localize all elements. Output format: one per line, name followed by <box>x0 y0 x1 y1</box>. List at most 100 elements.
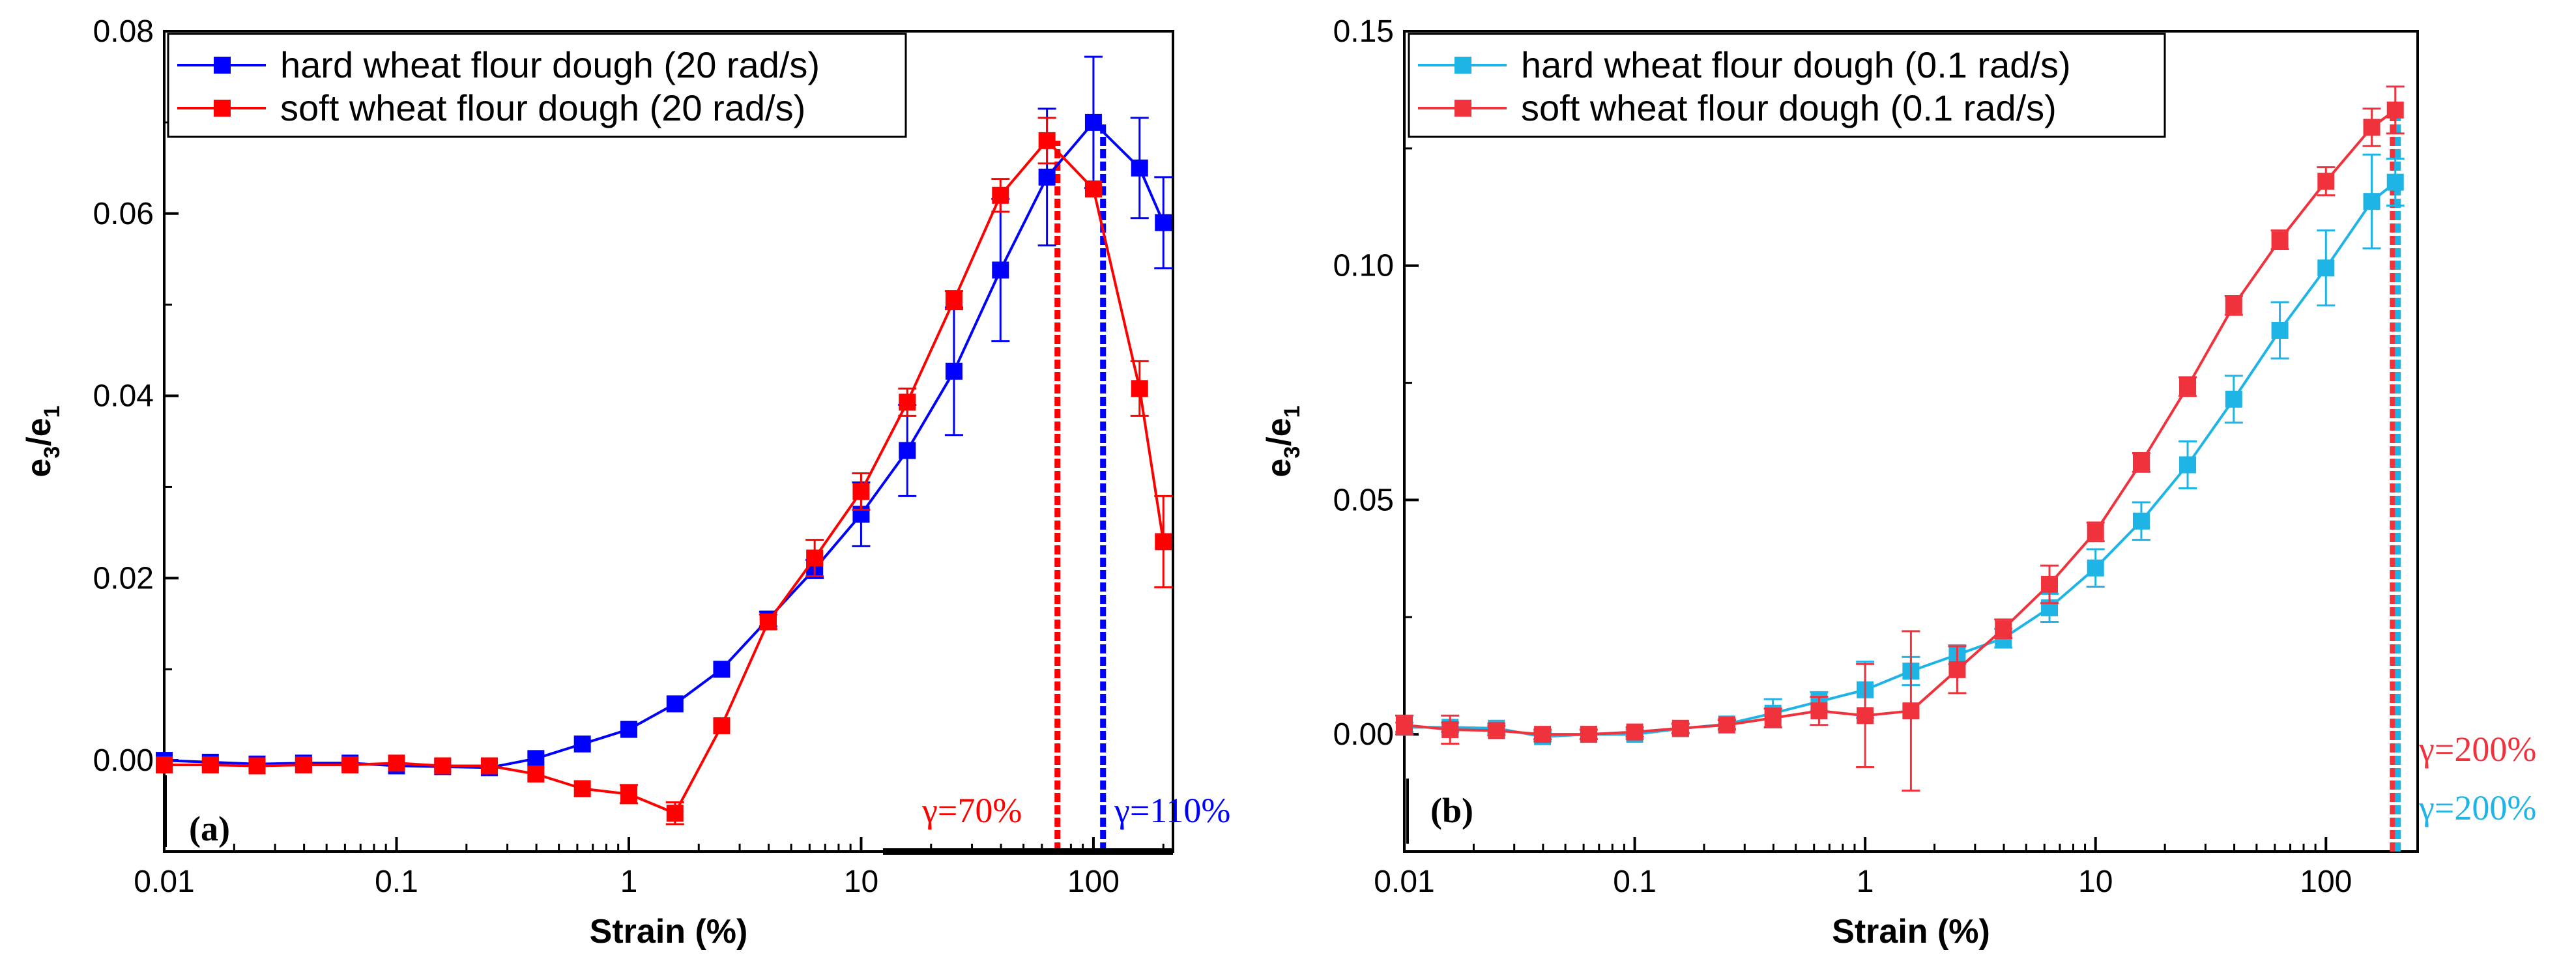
data-point <box>620 721 637 738</box>
panel-a: 0.00 0.02 0.04 0.06 0.08 0.01 0.1 1 10 100 Strain … <box>20 14 1230 951</box>
data-point <box>1995 620 2012 638</box>
series-line <box>1404 181 2396 738</box>
legend-box <box>1408 33 2166 138</box>
legend-entry: soft wheat flour dough (20 rad/s) <box>280 87 805 128</box>
y-tick-label: 0.15 <box>1333 14 1394 49</box>
legend-entry: soft wheat flour dough (0.1 rad/s) <box>1521 87 2057 128</box>
data-point <box>388 754 405 772</box>
x-axis-title: Strain (%) <box>590 913 748 951</box>
data-point <box>2132 512 2150 530</box>
data-point <box>1672 719 1689 737</box>
x-tick-label: 100 <box>2300 865 2352 899</box>
x-tick-label: 0.01 <box>1374 865 1434 899</box>
data-point <box>480 757 498 775</box>
series-line <box>1404 109 2396 736</box>
x-tick-label: 100 <box>1067 865 1120 899</box>
legend: hard wheat flour dough (0.1 rad/s)soft w… <box>1408 33 2166 138</box>
x-tick-label: 0.1 <box>1613 865 1657 899</box>
data-point <box>666 695 684 713</box>
data-point <box>341 756 359 774</box>
legend-entry: hard wheat flour dough (0.1 rad/s) <box>1521 44 2071 85</box>
legend-marker <box>214 57 231 74</box>
data-point <box>1155 214 1172 231</box>
data-point <box>1038 132 1056 149</box>
data-point <box>434 757 452 775</box>
data-point <box>713 717 731 734</box>
data-point <box>1488 722 1505 739</box>
data-point <box>2087 559 2104 577</box>
legend-marker <box>1454 57 1471 74</box>
data-point <box>1084 113 1102 131</box>
data-point <box>2132 453 2150 471</box>
data-point <box>899 442 916 459</box>
x-tick-label: 10 <box>2078 865 2113 899</box>
x-tick-label: 0.01 <box>134 865 194 899</box>
y-tick-label: 0.00 <box>93 743 154 778</box>
data-point <box>2363 119 2381 136</box>
data-point <box>2041 575 2059 593</box>
series-line <box>164 120 1165 769</box>
data-point <box>201 756 219 774</box>
data-point <box>295 756 312 774</box>
data-point <box>573 735 591 752</box>
data-point <box>1131 159 1148 177</box>
y-tick-label: 0.10 <box>1333 249 1394 283</box>
data-point <box>2271 231 2289 249</box>
x-axis-title: Strain (%) <box>1832 913 1990 951</box>
y-tick-label: 0.05 <box>1333 483 1394 517</box>
data-point <box>527 766 545 783</box>
data-point <box>620 785 637 803</box>
data-point <box>759 613 777 631</box>
data-point <box>1441 721 1459 738</box>
data-point <box>1084 180 1102 198</box>
data-point <box>2363 193 2381 210</box>
data-point <box>2225 390 2242 408</box>
data-point <box>1155 533 1172 551</box>
data-point <box>1131 380 1148 397</box>
x-tick-label: 10 <box>844 865 878 899</box>
panel-label: (a) <box>189 809 230 848</box>
data-point <box>2386 101 2404 119</box>
y-tick-label: 0.02 <box>93 561 154 595</box>
data-point <box>1718 716 1735 734</box>
data-point <box>1902 702 1920 720</box>
plot-frame <box>1403 30 2419 853</box>
legend-marker <box>214 100 231 117</box>
data-point <box>1038 168 1056 186</box>
panel-b: 0.00 0.05 0.10 0.15 0.01 0.1 1 10 100 Strain (%) e… <box>1260 14 2536 951</box>
data-point <box>992 186 1009 204</box>
data-point <box>1857 707 1874 724</box>
data-point <box>852 483 870 500</box>
data-point <box>2087 523 2104 541</box>
y-tick-label: 0.08 <box>93 14 154 49</box>
data-point <box>666 805 684 822</box>
data-point <box>2386 173 2404 191</box>
data-point <box>1810 702 1828 720</box>
data-point <box>2225 296 2242 314</box>
data-point <box>992 261 1009 279</box>
data-point <box>1534 726 1552 743</box>
data-point <box>806 549 824 567</box>
y-tick-label: 0.04 <box>93 379 154 414</box>
data-point <box>573 780 591 797</box>
plot-frame <box>163 30 1174 853</box>
y-tick-label: 0.00 <box>1333 717 1394 752</box>
panel-label: (b) <box>1430 791 1473 830</box>
x-tick-label: 0.1 <box>375 865 418 899</box>
data-point <box>945 362 962 380</box>
data-point <box>1764 709 1782 726</box>
legend-box <box>167 33 907 138</box>
threshold-label: γ=110% <box>1114 791 1230 830</box>
y-tick-label: 0.06 <box>93 197 154 231</box>
data-point <box>713 661 731 678</box>
data-point <box>1948 661 1966 678</box>
data-point <box>2271 321 2289 339</box>
data-point <box>945 291 962 309</box>
data-point <box>2179 456 2197 474</box>
data-point <box>2317 259 2335 277</box>
threshold-label: γ=70% <box>921 791 1022 830</box>
x-tick-label: 1 <box>620 865 638 899</box>
data-point <box>899 394 916 411</box>
data-point <box>156 756 173 774</box>
